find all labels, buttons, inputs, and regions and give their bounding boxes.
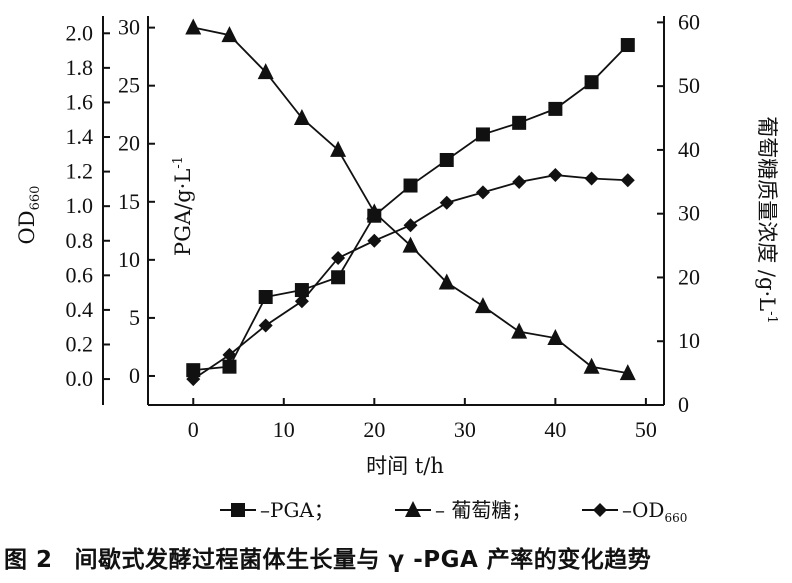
pga-point [439, 152, 454, 167]
od-point [258, 318, 273, 333]
glucose-tick-label: 40 [678, 137, 700, 162]
od-point [439, 195, 454, 210]
od-tick-label: 0.6 [66, 262, 94, 287]
x-tick-label: 50 [635, 417, 657, 442]
glucose-tick-label: 10 [678, 328, 700, 353]
od-point [548, 168, 563, 183]
glucose-point [474, 297, 491, 314]
pga-tick-label: 0 [129, 363, 140, 388]
glucose-point [619, 364, 636, 381]
legend-triangle-icon [405, 501, 421, 517]
pga-tick-label: 5 [129, 305, 140, 330]
glucose-point [330, 140, 347, 157]
od-point [367, 233, 382, 248]
figure-caption: 图 2 间歇式发酵过程菌体生长量与 γ -PGA 产率的变化趋势 [4, 540, 790, 574]
x-tick-label: 10 [273, 417, 295, 442]
pga-axis-label: PGA/g·L-1 [171, 156, 195, 256]
pga-point [548, 101, 563, 116]
od-tick-label: 0.8 [66, 228, 94, 253]
legend-diamond-icon [593, 503, 607, 517]
series-group [185, 18, 636, 387]
glucose-tick-label: 60 [678, 9, 700, 34]
x-axis-label: 时间 t/h [366, 454, 444, 478]
glucose-point [547, 329, 564, 346]
pga-point [331, 270, 346, 285]
pga-tick-label: 25 [118, 73, 140, 98]
od-tick-label: 0.0 [66, 366, 94, 391]
pga-point [620, 38, 635, 53]
glucose-tick-label: 20 [678, 264, 700, 289]
glucose-point [257, 63, 274, 80]
glucose-point [583, 357, 600, 374]
legend-label: – 葡萄糖； [435, 498, 531, 522]
od-tick-label: 1.8 [66, 55, 94, 80]
legend-label: –OD660 [622, 498, 687, 525]
legend-label: –PGA； [260, 498, 334, 522]
od-point [620, 173, 635, 188]
glucose-point [438, 273, 455, 290]
x-tick-label: 0 [188, 417, 199, 442]
pga-point [186, 363, 201, 378]
od-tick-label: 1.4 [66, 124, 94, 149]
pga-series-line [193, 44, 629, 372]
x-tick-label: 20 [363, 417, 385, 442]
pga-tick-label: 30 [118, 15, 140, 40]
glucose-point [402, 236, 419, 253]
od-tick-label: 1.2 [66, 159, 94, 184]
od-tick-label: 1.6 [66, 89, 94, 114]
glucose-tick-label: 50 [678, 73, 700, 98]
glucose-tick-label: 0 [678, 392, 689, 417]
od-series-line [192, 174, 628, 380]
pga-tick-label: 10 [118, 247, 140, 272]
chart: 0 10 20 30 40 50 0.00.20.40.60.81.01.21.41.61… [15, 9, 779, 525]
pga-point [258, 290, 273, 305]
glucose-tick-label: 30 [678, 201, 700, 226]
pga-point [222, 359, 237, 374]
x-axis: 0 10 20 30 40 50 [188, 398, 657, 442]
od-axis: 0.0 0.2 0.4 0.6 0.8 1.0 1.2 1.4 1.6 1.8 2.0 [66, 20, 110, 391]
glucose-point [293, 109, 310, 126]
od-point [584, 171, 599, 186]
pga-point [584, 75, 599, 90]
pga-axis: 0 5 10 15 20 25 30 [118, 15, 155, 388]
pga-point [294, 283, 309, 298]
legend-square-icon [231, 503, 245, 517]
pga-point [475, 127, 490, 142]
od-point [475, 185, 490, 200]
od-tick-label: 1.0 [66, 193, 94, 218]
caption-text: 间歇式发酵过程菌体生长量与 γ -PGA 产率的变化趋势 [74, 547, 652, 573]
od-point [222, 347, 237, 362]
od-tick-label: 0.4 [66, 297, 94, 322]
pga-point [403, 178, 418, 193]
pga-tick-label: 20 [118, 131, 140, 156]
legend: –PGA； – 葡萄糖； –OD660 [220, 498, 687, 525]
od-tick-label: 2.0 [66, 20, 94, 45]
caption-label: 图 2 [4, 547, 53, 573]
x-tick-label: 40 [544, 417, 566, 442]
od-axis-label: OD660 [15, 186, 43, 245]
glucose-point [221, 26, 238, 43]
pga-point [512, 115, 527, 130]
od-point [186, 372, 201, 387]
glucose-axis: 0 10 20 30 40 50 60 [657, 9, 700, 417]
od-point [294, 294, 309, 309]
glucose-point [185, 18, 202, 35]
od-point [403, 218, 418, 233]
pga-tick-label: 15 [118, 189, 140, 214]
glucose-series-line [193, 26, 628, 375]
x-tick-label: 30 [454, 417, 476, 442]
legend-subscript: 660 [664, 511, 687, 525]
od-point [512, 174, 527, 189]
od-point [331, 251, 346, 266]
plot-frame [102, 16, 665, 406]
glucose-point [366, 203, 383, 220]
od-tick-label: 0.2 [66, 331, 94, 356]
glucose-axis-label: 葡萄糖质量浓度 /g·L-1 [755, 116, 779, 324]
glucose-point [511, 322, 528, 339]
